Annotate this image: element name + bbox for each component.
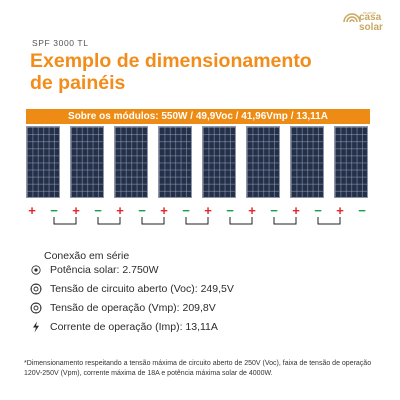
solar-panel (334, 126, 368, 198)
lightning-icon (30, 321, 42, 333)
gauge-icon (30, 302, 42, 314)
plus-terminal: + (336, 203, 344, 218)
info-text: Tensão de operação (Vmp): 209,8V (50, 302, 216, 314)
logo-small-text: mundo (363, 10, 377, 15)
series-link-wire (97, 217, 121, 225)
info-text: Corrente de operação (Imp): 13,11A (50, 321, 218, 333)
plus-terminal: + (204, 203, 212, 218)
solar-panel (26, 126, 60, 198)
solar-panel (70, 126, 104, 198)
info-row-voc: Tensão de circuito aberto (Voc): 249,5V (30, 282, 234, 296)
logo-name-solar: solar (359, 22, 383, 33)
minus-terminal: − (50, 203, 58, 218)
plus-terminal: + (72, 203, 80, 218)
info-text: Tensão de circuito aberto (Voc): 249,5V (50, 283, 234, 295)
series-link-wire (141, 217, 165, 225)
plus-terminal: + (116, 203, 124, 218)
series-link-wire (317, 217, 341, 225)
sun-icon (30, 264, 42, 276)
info-row-imp: Corrente de operação (Imp): 13,11A (30, 320, 218, 334)
minus-terminal: − (270, 203, 278, 218)
footnote: *Dimensionamento respeitando a tensão má… (24, 360, 372, 377)
module-spec-banner: Sobre os módulos: 550W / 49,9Voc / 41,96… (26, 109, 370, 124)
logo-name-casa: casa (359, 12, 382, 23)
company-logo: mundo casa solar (340, 4, 398, 40)
solar-panel (202, 126, 236, 198)
minus-terminal: − (182, 203, 190, 218)
plus-terminal: + (248, 203, 256, 218)
series-link-wire (273, 217, 297, 225)
solar-panel-array (26, 126, 370, 198)
info-row-vmp: Tensão de operação (Vmp): 209,8V (30, 301, 216, 315)
gauge-icon (30, 283, 42, 295)
series-link-wire (229, 217, 253, 225)
solar-panel (114, 126, 148, 198)
minus-terminal: − (138, 203, 146, 218)
connection-type-title: Conexão em série (44, 250, 130, 262)
plus-terminal: + (160, 203, 168, 218)
solar-panel (158, 126, 192, 198)
series-link-wire (185, 217, 209, 225)
solar-panel (290, 126, 324, 198)
title-line-1: Exemplo de dimensionamento (30, 50, 312, 72)
series-wiring-diagram: + − + − + − + − + − + − + − + − (28, 203, 366, 225)
minus-terminal: − (358, 203, 366, 218)
plus-terminal: + (28, 203, 36, 218)
title-line-2: de painéis (30, 72, 126, 94)
plus-terminal: + (292, 203, 300, 218)
series-link-wire (53, 217, 77, 225)
solar-panel (246, 126, 280, 198)
minus-terminal: − (226, 203, 234, 218)
minus-terminal: − (314, 203, 322, 218)
page-title: Exemplo de dimensionamento de painéis (30, 50, 380, 94)
sun-logo-icon (343, 13, 361, 23)
info-row-solar-power: Potência solar: 2.750W (30, 263, 159, 277)
info-text: Potência solar: 2.750W (50, 264, 159, 276)
inverter-model: SPF 3000 TL (32, 38, 89, 48)
minus-terminal: − (94, 203, 102, 218)
